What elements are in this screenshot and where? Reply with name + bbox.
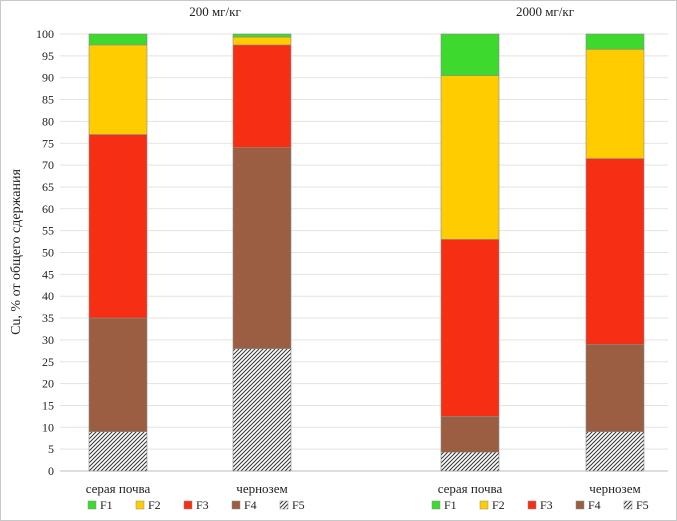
bar-segment-f3 <box>88 134 148 319</box>
y-tick-label: 50 <box>42 246 54 260</box>
bar-segment-f1 <box>585 33 645 50</box>
y-tick-label: 35 <box>42 311 54 325</box>
bar-segment-f3 <box>440 239 500 417</box>
bar-segment-f3 <box>232 44 292 148</box>
bar-segment-f5 <box>232 348 292 472</box>
legend-label: F3 <box>540 498 553 512</box>
bar-segment-f1 <box>440 33 500 76</box>
y-tick-label: 25 <box>42 355 54 369</box>
legend-swatch-f1 <box>431 500 441 510</box>
legend-swatch-f5 <box>623 500 633 510</box>
y-tick-label: 95 <box>42 49 54 63</box>
y-tick-label: 0 <box>48 464 54 478</box>
y-tick-label: 15 <box>42 398 54 412</box>
bar-segment-f2 <box>440 75 500 240</box>
bar-segment-f1 <box>88 33 148 46</box>
y-tick-label: 45 <box>42 267 54 281</box>
legend-label: F2 <box>492 498 505 512</box>
x-tick-label: серая почва <box>438 481 503 496</box>
grid-lines <box>60 33 668 472</box>
x-tick-label: чернозем <box>236 481 287 496</box>
y-tick-label: 100 <box>36 27 54 41</box>
x-tick-label: серая почва <box>86 481 151 496</box>
legend-swatch-f4 <box>231 500 241 510</box>
legend-swatch-f3 <box>183 500 193 510</box>
y-tick-label: 65 <box>42 180 54 194</box>
bar-segment-f4 <box>232 147 292 349</box>
legend-label: F1 <box>100 498 113 512</box>
legend-swatch-f2 <box>135 500 145 510</box>
bar-segment-f5 <box>88 431 148 472</box>
legend-swatch-f4 <box>575 500 585 510</box>
y-tick-label: 90 <box>42 71 54 85</box>
y-tick-label: 30 <box>42 333 54 347</box>
y-tick-label: 75 <box>42 136 54 150</box>
legend-label: F3 <box>196 498 209 512</box>
legend-swatch-f5 <box>279 500 289 510</box>
legend-label: F1 <box>444 498 457 512</box>
panel-title: 200 мг/кг <box>189 4 241 19</box>
bar-segment-f4 <box>585 343 645 432</box>
legend-label: F5 <box>292 498 305 512</box>
panel-titles: 200 мг/кг 2000 мг/кг <box>189 4 574 19</box>
legend-swatch-f2 <box>479 500 489 510</box>
y-tick-label: 10 <box>42 420 54 434</box>
bars <box>88 33 645 472</box>
panel-title: 2000 мг/кг <box>516 4 574 19</box>
bar-segment-f4 <box>88 317 148 432</box>
legend-label: F4 <box>244 498 257 512</box>
legend-label: F5 <box>636 498 649 512</box>
y-tick-label: 20 <box>42 377 54 391</box>
bar-segment-f2 <box>585 48 645 159</box>
legend-swatch-f3 <box>527 500 537 510</box>
y-tick-label: 70 <box>42 158 54 172</box>
legend-label: F2 <box>148 498 161 512</box>
bar-segment-f5 <box>440 451 500 472</box>
x-tick-label: чернозем <box>589 481 640 496</box>
y-tick-label: 5 <box>48 442 54 456</box>
legend-swatch-f1 <box>87 500 97 510</box>
y-tick-label: 60 <box>42 202 54 216</box>
legends: F1 F2 F3 F4 F5 F1 F2 F3 F4 F5 <box>87 498 649 512</box>
bar-segment-f3 <box>585 158 645 345</box>
y-tick-label: 40 <box>42 289 54 303</box>
y-tick-label: 80 <box>42 114 54 128</box>
bar-segment-f5 <box>585 431 645 472</box>
bar-segment-f1 <box>232 33 292 38</box>
bar-segment-f4 <box>440 416 500 453</box>
y-tick-label: 55 <box>42 224 54 238</box>
x-axis: серая почва чернозем серая почва чернозем <box>86 481 641 496</box>
y-axis-label: Cu, % от общего сдержания <box>9 169 24 335</box>
bar-segment-f2 <box>232 36 292 46</box>
y-tick-label: 85 <box>42 93 54 107</box>
legend-label: F4 <box>588 498 601 512</box>
bar-segment-f2 <box>88 44 148 135</box>
y-axis: 0 5 10 15 20 25 30 35 40 45 50 55 60 65 70 75 80 85 90 95 10… <box>36 27 54 478</box>
